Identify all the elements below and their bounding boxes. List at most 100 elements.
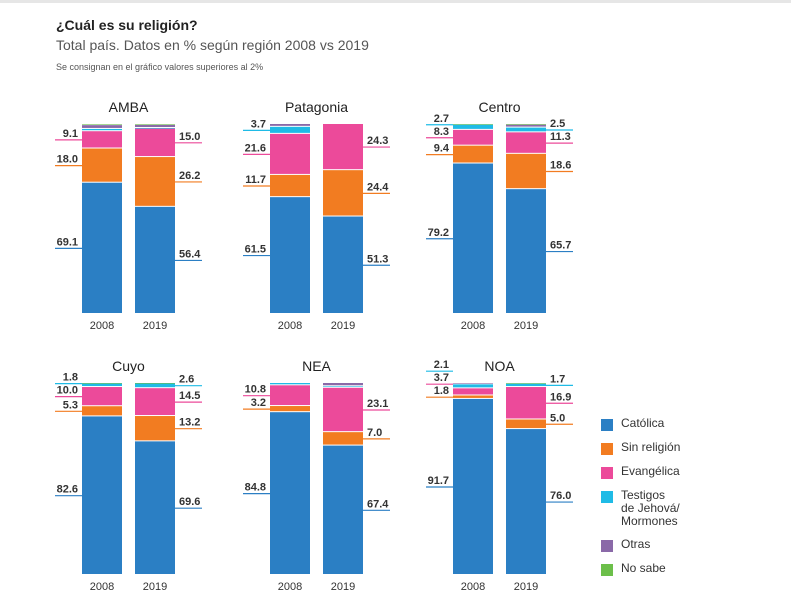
legend-item-testigos: Testigos de Jehová/ Mormones: [601, 489, 711, 528]
value-label-nea-2008-sin_religion: 3.2: [251, 397, 266, 409]
bar-segment-centro-2019-no_sabe: [506, 124, 546, 125]
bar-segment-cuyo-2008-catolica: [82, 416, 122, 574]
value-label-patagonia-2008-catolica: 61.5: [245, 244, 266, 256]
year-label-cuyo-2019: 2019: [143, 581, 167, 593]
legend-label-catolica: Católica: [621, 416, 665, 430]
bar-segment-patagonia-2008-evangelica: [270, 133, 310, 174]
value-label-nea-2008-evangelica: 10.8: [245, 384, 266, 396]
bar-segment-patagonia-2019-sin_religion: [323, 170, 363, 216]
panel-title-noa: NOA: [484, 358, 515, 374]
value-label-noa-2008-sin_religion: 1.8: [434, 385, 449, 397]
legend-swatch-otras: [601, 540, 613, 552]
legend-item-sin-religion: Sin religión: [601, 441, 711, 455]
bar-segment-centro-2019-testigos: [506, 127, 546, 132]
legend-label-evangelica: Evangélica: [621, 464, 680, 478]
year-label-noa-2019: 2019: [514, 581, 538, 593]
value-label-noa-2008-testigos: 2.1: [434, 359, 449, 371]
panel-title-amba: AMBA: [109, 99, 149, 115]
legend-swatch-evangelica: [601, 467, 613, 479]
value-label-cuyo-2019-sin_religion: 13.2: [179, 417, 200, 429]
value-label-cuyo-2008-catolica: 82.6: [57, 484, 78, 496]
value-label-centro-2008-sin_religion: 9.4: [434, 143, 450, 155]
value-label-patagonia-2019-evangelica: 24.3: [367, 135, 388, 147]
bar-segment-patagonia-2008-testigos: [270, 126, 310, 133]
value-label-amba-2008-sin_religion: 18.0: [57, 154, 78, 166]
bar-segment-noa-2019-no_sabe: [506, 383, 546, 384]
bar-segment-nea-2008-sin_religion: [270, 406, 310, 412]
bar-segment-amba-2019-evangelica: [135, 128, 175, 157]
value-label-centro-2008-testigos: 2.7: [434, 113, 449, 125]
bar-segment-noa-2008-catolica: [453, 398, 493, 574]
bar-segment-cuyo-2008-evangelica: [82, 387, 122, 406]
bar-segment-centro-2008-catolica: [453, 163, 493, 313]
bar-segment-patagonia-2008-catolica: [270, 197, 310, 313]
bar-segment-centro-2019-evangelica: [506, 132, 546, 153]
value-label-patagonia-2019-catolica: 51.3: [367, 253, 388, 265]
bar-segment-patagonia-2008-otras: [270, 124, 310, 126]
bar-segment-amba-2019-otras: [135, 124, 175, 127]
value-label-patagonia-2008-sin_religion: 11.7: [245, 174, 266, 186]
bar-segment-noa-2019-evangelica: [506, 387, 546, 419]
legend-label-otras: Otras: [621, 537, 651, 551]
legend-label-testigos: Testigos de Jehová/ Mormones: [621, 488, 680, 528]
value-label-nea-2019-evangelica: 23.1: [367, 398, 388, 410]
bar-segment-cuyo-2008-sin_religion: [82, 406, 122, 416]
value-label-amba-2019-sin_religion: 26.2: [179, 170, 200, 182]
legend-item-no-sabe: No sabe: [601, 562, 711, 576]
year-label-amba-2019: 2019: [143, 320, 167, 332]
legend-label-no-sabe: No sabe: [621, 561, 666, 575]
value-label-nea-2019-catolica: 67.4: [367, 498, 389, 510]
bar-segment-patagonia-2019-evangelica: [323, 124, 363, 170]
bar-segment-amba-2019-no_sabe: [135, 124, 175, 125]
legend: Católica Sin religión Evangélica Testigo…: [601, 417, 711, 586]
bar-segment-nea-2019-otras: [323, 383, 363, 386]
bar-segment-noa-2019-catolica: [506, 429, 546, 574]
bar-segment-nea-2019-testigos: [323, 386, 363, 387]
year-label-nea-2019: 2019: [331, 581, 355, 593]
chart-subtitle: Total país. Datos en % según región 2008…: [56, 37, 369, 53]
legend-swatch-testigos: [601, 491, 613, 503]
value-label-cuyo-2019-testigos: 2.6: [179, 374, 194, 386]
bar-segment-amba-2019-sin_religion: [135, 157, 175, 206]
value-label-patagonia-2008-evangelica: 21.6: [245, 142, 266, 154]
value-label-cuyo-2019-evangelica: 14.5: [179, 390, 200, 402]
value-label-cuyo-2019-catolica: 69.6: [179, 496, 200, 508]
bar-segment-centro-2019-sin_religion: [506, 153, 546, 189]
bar-segment-amba-2008-catolica: [82, 182, 122, 313]
value-label-centro-2019-testigos: 2.5: [550, 118, 565, 130]
legend-swatch-no-sabe: [601, 564, 613, 576]
value-label-nea-2008-catolica: 84.8: [245, 482, 266, 494]
bar-segment-cuyo-2019-catolica: [135, 441, 175, 574]
bar-segment-amba-2008-otras: [82, 125, 122, 128]
panel-title-nea: NEA: [302, 358, 331, 374]
legend-swatch-catolica: [601, 419, 613, 431]
value-label-patagonia-2008-testigos: 3.7: [251, 118, 266, 130]
value-label-centro-2008-evangelica: 8.3: [434, 126, 449, 138]
value-label-noa-2019-evangelica: 16.9: [550, 391, 571, 403]
bar-segment-amba-2008-testigos: [82, 128, 122, 131]
value-label-amba-2008-catolica: 69.1: [57, 236, 78, 248]
bar-segment-nea-2019-sin_religion: [323, 432, 363, 445]
value-label-patagonia-2019-sin_religion: 24.4: [367, 181, 389, 193]
value-label-noa-2019-sin_religion: 5.0: [550, 412, 565, 424]
bar-segment-cuyo-2019-no_sabe: [135, 383, 175, 384]
value-label-centro-2008-catolica: 79.2: [428, 227, 449, 239]
bar-segment-noa-2019-sin_religion: [506, 419, 546, 429]
chart-note: Se consignan en el gráfico valores super…: [56, 62, 264, 72]
value-label-cuyo-2008-testigos: 1.8: [63, 372, 78, 384]
bar-segment-patagonia-2019-catolica: [323, 216, 363, 313]
bar-segment-centro-2008-testigos: [453, 124, 493, 129]
value-label-amba-2019-catolica: 56.4: [179, 248, 201, 260]
bar-segment-nea-2019-evangelica: [323, 387, 363, 432]
bar-segment-noa-2019-testigos: [506, 383, 546, 387]
bar-segment-noa-2008-evangelica: [453, 388, 493, 395]
bar-segment-nea-2008-catolica: [270, 412, 310, 574]
bar-segment-nea-2008-evangelica: [270, 385, 310, 406]
bar-segment-centro-2008-sin_religion: [453, 145, 493, 163]
year-label-patagonia-2008: 2008: [278, 320, 302, 332]
bar-segment-nea-2019-catolica: [323, 445, 363, 574]
panel-title-cuyo: Cuyo: [112, 358, 145, 374]
legend-item-catolica: Católica: [601, 417, 711, 431]
bar-segment-nea-2008-testigos: [270, 383, 310, 385]
legend-swatch-sin-religion: [601, 443, 613, 455]
